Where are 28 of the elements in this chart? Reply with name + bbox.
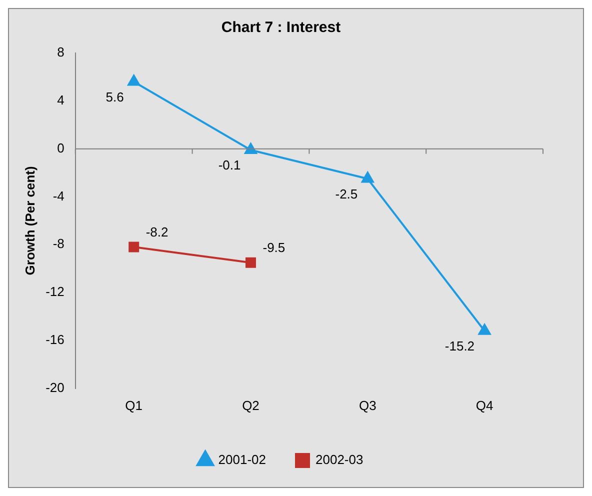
y-tick-label: -4 [52, 188, 64, 204]
x-tick-label: Q1 [125, 398, 143, 413]
x-tick-label: Q3 [358, 398, 376, 413]
point [128, 242, 140, 252]
y-tick-label: 0 [57, 140, 64, 156]
y-tick-label: -12 [46, 284, 64, 300]
point [246, 257, 256, 268]
y-tick-label: 8 [57, 44, 64, 60]
point [128, 74, 140, 86]
y-axis-title: Growth (Per cent) [22, 166, 38, 276]
x-tick-label: Q4 [476, 398, 494, 413]
y-tick-label: 4 [57, 92, 64, 108]
point [244, 143, 257, 154]
data-label: 5.6 [106, 89, 124, 104]
y-tick-label: -8 [52, 236, 64, 252]
point [361, 172, 374, 183]
point [478, 324, 491, 335]
data-label: -8.2 [146, 224, 168, 240]
data-label: -2.5 [335, 186, 358, 202]
y-tick-label: -20 [46, 380, 64, 395]
chart-title: Chart 7 : Interest [221, 19, 341, 36]
y-tick-label: -16 [46, 332, 64, 348]
legend-label: 2002-03 [316, 452, 364, 468]
data-label: -15.2 [444, 338, 475, 354]
legend-label: 2001-02 [218, 452, 266, 468]
x-tick-label: Q2 [242, 398, 260, 413]
data-label: -9.5 [262, 240, 286, 256]
data-label: -0.1 [218, 158, 241, 173]
